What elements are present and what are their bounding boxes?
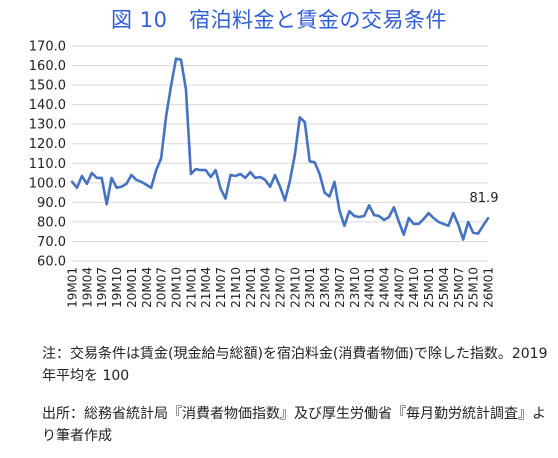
y-tick-label: 70.0 [37,235,66,250]
y-axis: 60.0 70.0 80.0 90.0 100.0 110.0 120.0 130.0 140.… [29,40,66,270]
series-line-terms-of-trade [70,57,490,241]
x-tick-label: 24M10 [407,267,421,308]
x-tick-label: 19M07 [95,267,109,308]
x-tick-label: 24M07 [392,267,406,308]
x-tick-label: 23M07 [333,267,347,308]
end-value-label: 81.9 [470,191,499,206]
x-tick-label: 22M01 [244,267,258,308]
note-definition: 注：交易条件は賃金(現金給与総額)を宿泊料金(消費者物価)で除した指数。2019… [42,346,548,384]
x-tick-label: 21M07 [214,267,228,308]
y-tick-label: 160.0 [29,59,66,74]
x-tick-label: 20M04 [140,267,154,308]
x-tick-label: 23M10 [348,267,362,308]
x-axis: 19M01 19M04 19M07 19M10 20M01 20M04 20M07 20M10… [66,267,496,308]
x-tick-label: 21M10 [229,267,243,308]
x-tick-label: 20M07 [155,267,169,308]
y-tick-label: 80.0 [37,215,66,230]
y-tick-label: 170.0 [29,40,66,55]
x-tick-label: 23M04 [318,267,332,308]
chart-title: 図 10 宿泊料金と賃金の交易条件 [111,8,447,32]
y-tick-label: 150.0 [29,79,66,94]
gridlines [72,45,488,262]
data-labels: 81.9 [470,191,499,206]
x-tick-label: 19M10 [110,267,124,308]
note-source: 出所：総務省統計局『消費者物価指数』及び厚生労働省『毎月勤労統計調査』より筆者作… [42,406,546,444]
x-tick-label: 24M01 [363,267,377,308]
x-tick-label: 24M04 [378,267,392,308]
x-tick-label: 19M04 [80,267,94,308]
y-tick-label: 100.0 [29,176,66,191]
x-tick-label: 22M04 [259,267,273,308]
x-tick-label: 22M07 [274,267,288,308]
x-tick-label: 21M01 [184,267,198,308]
x-tick-label: 25M07 [452,267,466,308]
line-chart: 60.0 70.0 80.0 90.0 100.0 110.0 120.0 130.0 140.… [29,40,499,308]
y-tick-label: 110.0 [29,157,66,172]
y-tick-label: 140.0 [29,98,66,113]
x-tick-label: 19M01 [66,267,80,308]
y-tick-label: 90.0 [37,196,66,211]
y-tick-label: 120.0 [29,137,66,152]
x-tick-label: 23M01 [303,267,317,308]
x-tick-label: 20M01 [125,267,139,308]
series-layer [70,57,490,241]
x-tick-label: 20M10 [170,267,184,308]
x-tick-label: 25M04 [437,267,451,308]
x-tick-label: 26M01 [482,267,496,308]
y-tick-label: 130.0 [29,118,66,133]
x-tick-label: 21M04 [199,267,213,308]
x-tick-label: 22M10 [288,267,302,308]
x-tick-label: 25M01 [422,267,436,308]
x-tick-label: 25M10 [467,267,481,308]
y-tick-label: 60.0 [37,255,66,270]
